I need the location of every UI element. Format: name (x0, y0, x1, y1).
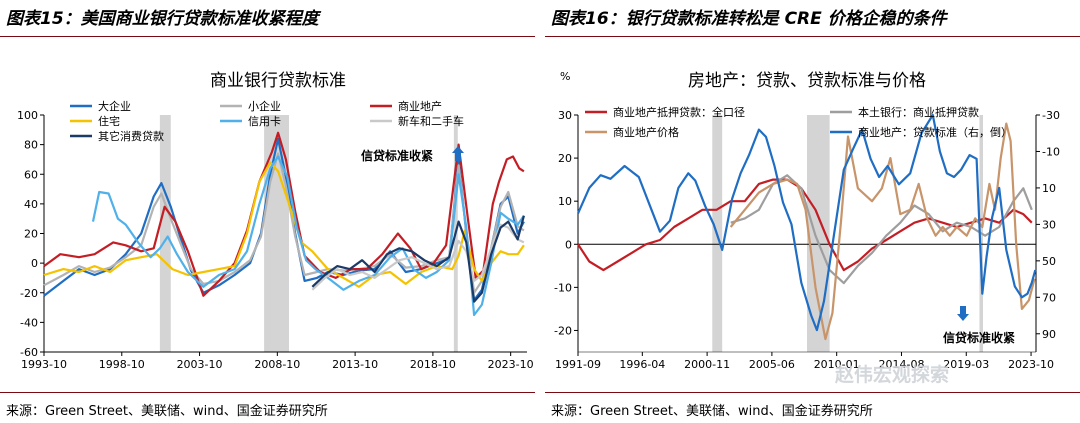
y-tick-label: 30 (558, 109, 572, 122)
title-rule (0, 36, 535, 37)
chart-svg: 房地产：贷款、贷款标准与价格% -20 -10 0 10 20 30 -30 -10 10 30 50… (554, 70, 1060, 371)
x-tick-label: 1993-10 (21, 358, 67, 371)
annotation-arrow (452, 146, 464, 161)
x-tick-label: 2003-10 (177, 358, 223, 371)
y-tick-label: 20 (24, 228, 38, 241)
legend-label: 商业地产 (398, 99, 442, 113)
y-tick-label-right: 50 (1042, 255, 1056, 268)
source-rule (0, 392, 535, 393)
watermark: 赵伟宏观探索 (835, 364, 950, 386)
x-tick-label: 2008-10 (254, 358, 300, 371)
x-tick-label: 2019-03 (943, 358, 989, 371)
x-tick-label: 2010-01 (814, 358, 860, 371)
y-tick-label: 10 (558, 195, 572, 208)
x-tick-label: 1998-10 (99, 358, 145, 371)
x-tick-label: 2000-11 (684, 358, 730, 371)
chart-panel-left: 图表15：美国商业银行贷款标准收紧程度 商业银行贷款标准 -60 -40 -20 0 20… (0, 0, 535, 423)
annotation-arrow (957, 306, 969, 321)
series-line (311, 215, 525, 303)
x-tick-label: 2023-10 (1008, 358, 1054, 371)
annotation-label: 信贷标准收紧 (943, 330, 1015, 345)
legend-label: 新车和二手车 (398, 114, 464, 128)
source-note: 来源：Green Street、美联储、wind、国金证券研究所 (551, 404, 873, 419)
y-tick-label: 100 (17, 109, 38, 122)
legend-label: 信用卡 (248, 115, 281, 128)
y-tick-label: 0 (565, 238, 572, 251)
shaded-period (159, 115, 171, 352)
y-tick-label: -10 (554, 281, 572, 294)
y-tick-label: -20 (554, 324, 572, 337)
y-tick-label: -60 (20, 346, 38, 359)
y-tick-label-right: -10 (1042, 145, 1060, 158)
chart-panel-right: 图表16：银行贷款标准转松是 CRE 价格企稳的条件 房地产：贷款、贷款标准与价… (545, 0, 1080, 423)
title-rule (545, 36, 1080, 37)
y-tick-label-right: 90 (1042, 328, 1056, 341)
chart-title: 房地产：贷款、贷款标准与价格 (688, 71, 926, 91)
x-tick-label: 2013-10 (332, 358, 378, 371)
legend-label: 其它消费贷款 (98, 129, 164, 143)
annotation-label: 信贷标准收紧 (361, 148, 433, 163)
legend-label: 商业地产：贷款标准（右，倒） (858, 125, 1012, 139)
legend-label: 本土银行：商业抵押贷款 (858, 105, 979, 119)
x-tick-label: 2005-06 (749, 358, 795, 371)
y-tick-label: 80 (24, 139, 38, 152)
y-tick-label: -40 (20, 316, 38, 329)
series-line (729, 122, 1036, 341)
series-line (311, 223, 525, 291)
y-tick-label: -20 (20, 287, 38, 300)
figure-title: 图表16：银行贷款标准转松是 CRE 价格企稳的条件 (551, 9, 947, 29)
legend-label: 小企业 (248, 99, 281, 113)
y-tick-label-right: 10 (1042, 182, 1056, 195)
chart-title: 商业银行贷款标准 (210, 71, 346, 91)
y-unit-label: % (560, 70, 570, 83)
y-tick-label: 40 (24, 198, 38, 211)
series-line (730, 174, 1033, 285)
x-tick-label: 1996-04 (619, 358, 665, 371)
source-rule (545, 392, 1080, 393)
y-tick-label: 60 (24, 168, 38, 181)
x-tick-label: 1991-09 (555, 358, 601, 371)
legend-label: 大企业 (98, 99, 131, 113)
series-line (576, 113, 1037, 332)
chart-svg: 商业银行贷款标准 -60 -40 -20 0 20 40 60 80 100 1993-10 1998… (17, 71, 534, 371)
legend-label: 商业地产抵押贷款：全口径 (613, 105, 745, 119)
x-tick-label: 2014-08 (878, 358, 924, 371)
y-tick-label-right: -30 (1042, 109, 1060, 122)
figure-title: 图表15：美国商业银行贷款标准收紧程度 (6, 9, 319, 29)
y-tick-label-right: 70 (1042, 291, 1056, 304)
source-note: 来源：Green Street、美联储、wind、国金证券研究所 (6, 404, 328, 419)
x-tick-label: 2018-10 (410, 358, 456, 371)
y-tick-label: 20 (558, 152, 572, 165)
shaded-period (807, 115, 830, 352)
legend-label: 商业地产价格 (613, 125, 679, 139)
y-tick-label-right: 30 (1042, 218, 1056, 231)
legend-label: 住宅 (98, 114, 120, 128)
y-tick-label: 0 (31, 257, 38, 270)
series-line (43, 161, 525, 288)
x-tick-label: 2023-10 (488, 358, 534, 371)
